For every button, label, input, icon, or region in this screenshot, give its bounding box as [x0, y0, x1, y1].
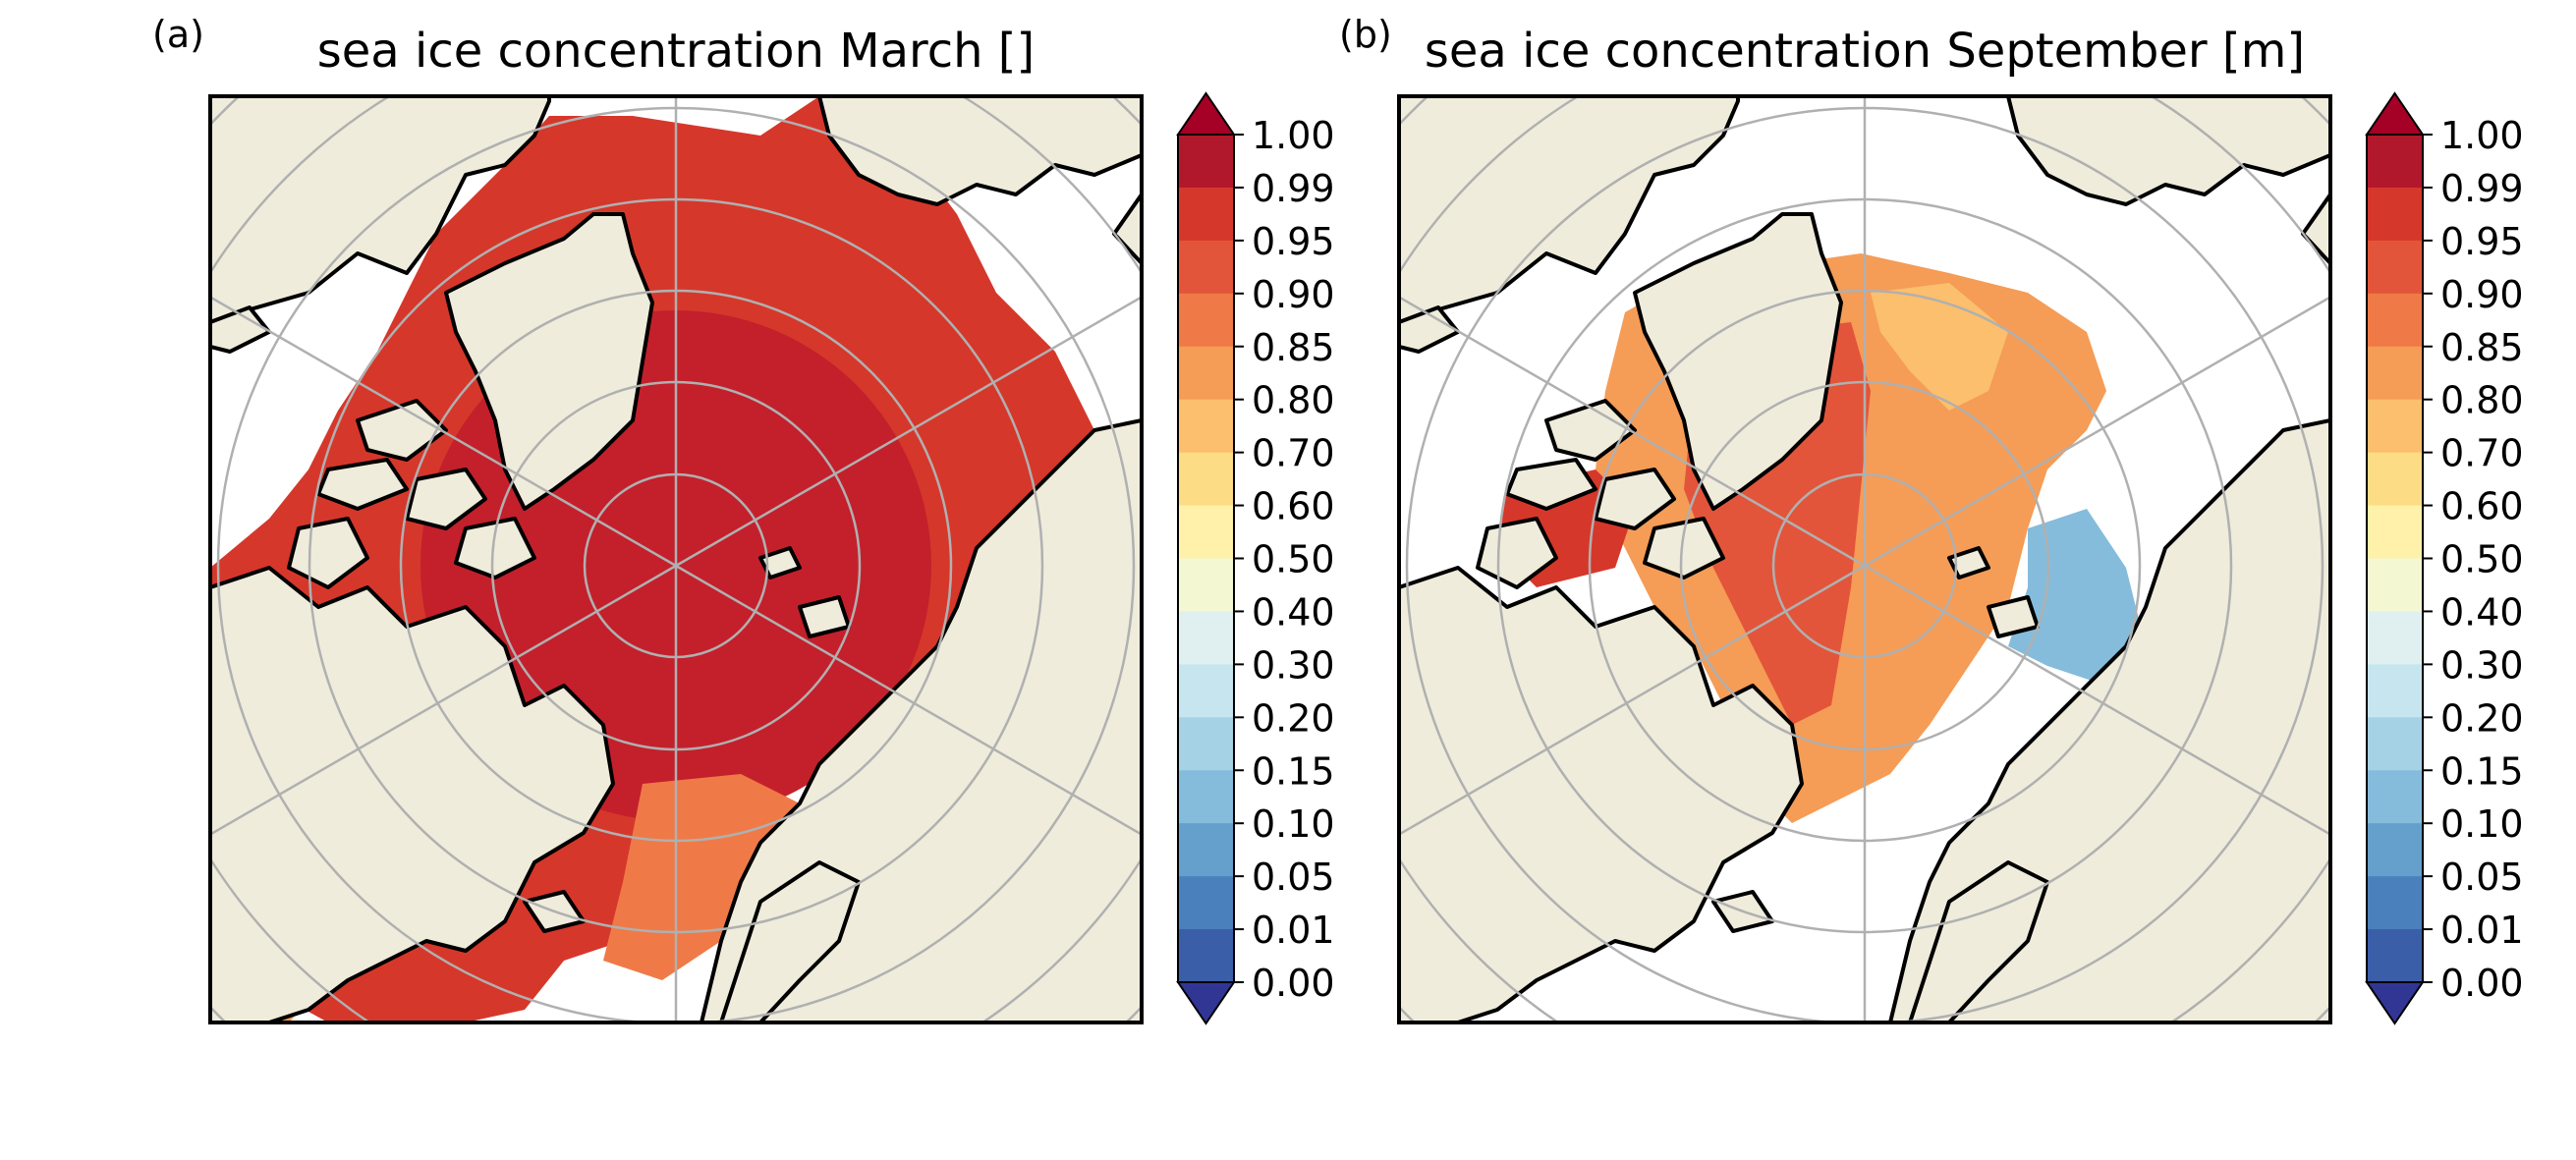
colorbar-a-tick-label: 0.60 [1252, 485, 1335, 528]
colorbar-a-segment [1178, 135, 1234, 189]
colorbar-a-tick-label: 0.20 [1252, 696, 1335, 740]
colorbar-b-tick-label: 0.99 [2440, 167, 2524, 210]
colorbar-a-tick-label: 1.00 [1252, 114, 1335, 157]
colorbar-a-tick-label: 0.85 [1252, 326, 1335, 369]
graticule-a [210, 96, 1142, 1022]
colorbar-b-tick-label: 0.80 [2440, 379, 2524, 422]
colorbar-b-segment [2367, 664, 2423, 718]
panel-a-label: (a) [152, 13, 204, 56]
colorbar-a-segment [1178, 505, 1234, 559]
colorbar-a-segment [1178, 399, 1234, 454]
colorbar-a-tick-label: 0.01 [1252, 909, 1335, 952]
colorbar-b-tick-label: 1.00 [2440, 114, 2524, 157]
colorbar-a-tick-label: 0.10 [1252, 802, 1335, 846]
colorbar-a-tick-label: 0.00 [1252, 962, 1335, 1005]
colorbar-a-segment [1178, 558, 1234, 612]
colorbar-b-segment [2367, 876, 2423, 930]
colorbar-a-segment [1178, 452, 1234, 507]
panel-b-label: (b) [1339, 13, 1392, 56]
colorbar-b-segment [2367, 770, 2423, 824]
colorbar-a-tick-label: 0.80 [1252, 379, 1335, 422]
sea-ice-edge-b [2008, 509, 2146, 686]
map-a-frame [208, 94, 1144, 1024]
colorbar-a-tick-label: 0.50 [1252, 538, 1335, 581]
colorbar-b-tick-label: 0.95 [2440, 220, 2524, 263]
colorbar-b-segment [2367, 346, 2423, 401]
colorbar-a-tick-label: 0.99 [1252, 167, 1335, 210]
map-b-frame [1397, 94, 2332, 1024]
sea-ice-margin-a [603, 774, 800, 980]
colorbar-a-tick-label: 0.70 [1252, 432, 1335, 475]
colorbar-a-tick-label: 0.95 [1252, 220, 1335, 263]
colorbar-a-segment [1178, 770, 1234, 824]
colorbar-a-segment [1178, 240, 1234, 295]
colorbar-b-segment [2367, 717, 2423, 771]
colorbar-b-extend-high [2365, 91, 2425, 136]
colorbar-b-tick-label: 0.01 [2440, 909, 2524, 952]
colorbar-b-tick-label: 0.15 [2440, 749, 2524, 793]
graticule-b [1399, 96, 2330, 1022]
colorbar-b-tick-label: 0.00 [2440, 962, 2524, 1005]
colorbar-b-tick-label: 0.40 [2440, 590, 2524, 634]
colorbar-a-segment [1178, 823, 1234, 877]
colorbar-b-segment [2367, 293, 2423, 348]
colorbar-a-extend-high [1176, 91, 1236, 136]
colorbar-b: 1.00 0.99 0.95 0.90 0.85 0.80 0.70 0.60 0.50 0.40… [2365, 91, 2524, 1025]
colorbar-b-tick-label: 0.10 [2440, 802, 2524, 846]
colorbar-a-tick-label: 0.05 [1252, 856, 1335, 899]
panel-a-title: sea ice concentration March [] [317, 24, 1035, 79]
colorbar-b-tick-label: 0.20 [2440, 696, 2524, 740]
colorbar-b-tick-label: 0.70 [2440, 432, 2524, 475]
colorbar-a-tick-label: 0.40 [1252, 590, 1335, 634]
colorbar-b-segment [2367, 558, 2423, 612]
colorbar-b-segment [2367, 505, 2423, 559]
panel-a: (a) sea ice concentration March [] [152, 13, 1144, 1024]
colorbar-b-segment [2367, 611, 2423, 665]
colorbar-b-segment [2367, 240, 2423, 295]
colorbar-b-extend-low [2365, 981, 2425, 1025]
colorbar-a-tick-label: 0.90 [1252, 273, 1335, 316]
panel-b-title: sea ice concentration September [m] [1425, 24, 2305, 79]
panel-b: (b) sea ice concentration September [m] [1339, 13, 2332, 1024]
colorbar-b-segment [2367, 187, 2423, 242]
colorbar-b-segment [2367, 135, 2423, 189]
colorbar-b-tick-label: 0.90 [2440, 273, 2524, 316]
colorbar-a-segment [1178, 876, 1234, 930]
map-a [210, 96, 1142, 1022]
colorbar-b-segment [2367, 399, 2423, 454]
colorbar-a-extend-low [1176, 981, 1236, 1025]
colorbar-a-segment [1178, 664, 1234, 718]
colorbar-b-segment [2367, 929, 2423, 983]
colorbar-a: 1.00 0.99 0.95 0.90 0.85 0.80 0.70 0.60 0.50 0.40… [1176, 91, 1335, 1025]
colorbar-b-tick-label: 0.85 [2440, 326, 2524, 369]
colorbar-a-segment [1178, 187, 1234, 242]
colorbar-b-tick-label: 0.50 [2440, 538, 2524, 581]
colorbar-b-tick-label: 0.05 [2440, 856, 2524, 899]
map-b [1399, 96, 2330, 1022]
colorbar-b-segment [2367, 823, 2423, 877]
colorbar-b-tick-label: 0.30 [2440, 643, 2524, 687]
colorbar-b-tick-label: 0.60 [2440, 485, 2524, 528]
colorbar-a-tick-label: 0.15 [1252, 749, 1335, 793]
colorbar-a-segment [1178, 293, 1234, 348]
colorbar-a-segment [1178, 346, 1234, 401]
sea-ice-yellow-b [1871, 283, 2008, 411]
colorbar-a-segment [1178, 611, 1234, 665]
colorbar-a-segment [1178, 929, 1234, 983]
colorbar-b-segment [2367, 452, 2423, 507]
colorbar-a-segment [1178, 717, 1234, 771]
colorbar-a-tick-label: 0.30 [1252, 643, 1335, 687]
